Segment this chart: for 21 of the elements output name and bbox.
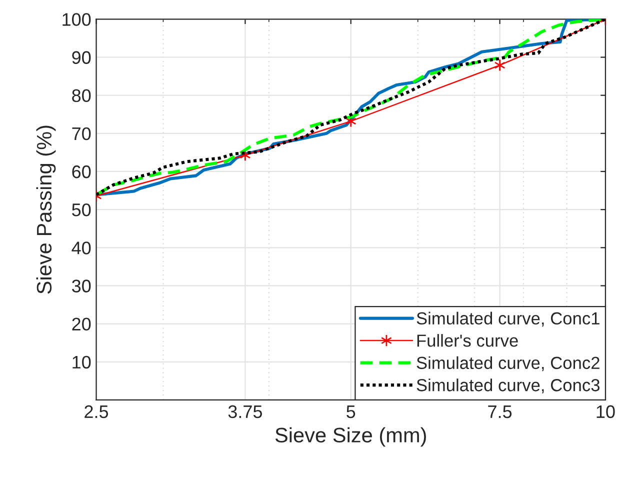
y-tick-label: 40	[72, 242, 91, 254]
x-tick-label: 10	[596, 405, 615, 418]
x-tick-label: 2.5	[84, 405, 108, 418]
y-tick-label: 20	[72, 318, 91, 331]
y-tick-label: 80	[72, 89, 91, 102]
legend-label: Simulated curve, Conc3	[416, 378, 600, 394]
y-tick-label: 100	[62, 13, 91, 26]
y-tick-label: 10	[72, 356, 91, 369]
y-tick-label: 90	[72, 51, 91, 64]
y-tick-label: 30	[72, 280, 91, 292]
y-tick-label: 70	[72, 127, 91, 140]
x-tick-label: 3.75	[228, 405, 262, 418]
x-tick-label: 7.5	[488, 405, 512, 418]
legend-label: Simulated curve, Conc1	[416, 312, 600, 327]
y-axis-title: Sieve Passing (%)	[36, 126, 56, 294]
legend-label: Simulated curve, Conc2	[416, 356, 600, 372]
x-tick-label: 5	[346, 405, 356, 418]
y-tick-label: 50	[72, 203, 91, 216]
legend-label: Fuller's curve	[417, 334, 518, 347]
y-tick-label: 60	[72, 165, 91, 178]
x-axis-title: Sieve Size (mm)	[275, 427, 426, 447]
